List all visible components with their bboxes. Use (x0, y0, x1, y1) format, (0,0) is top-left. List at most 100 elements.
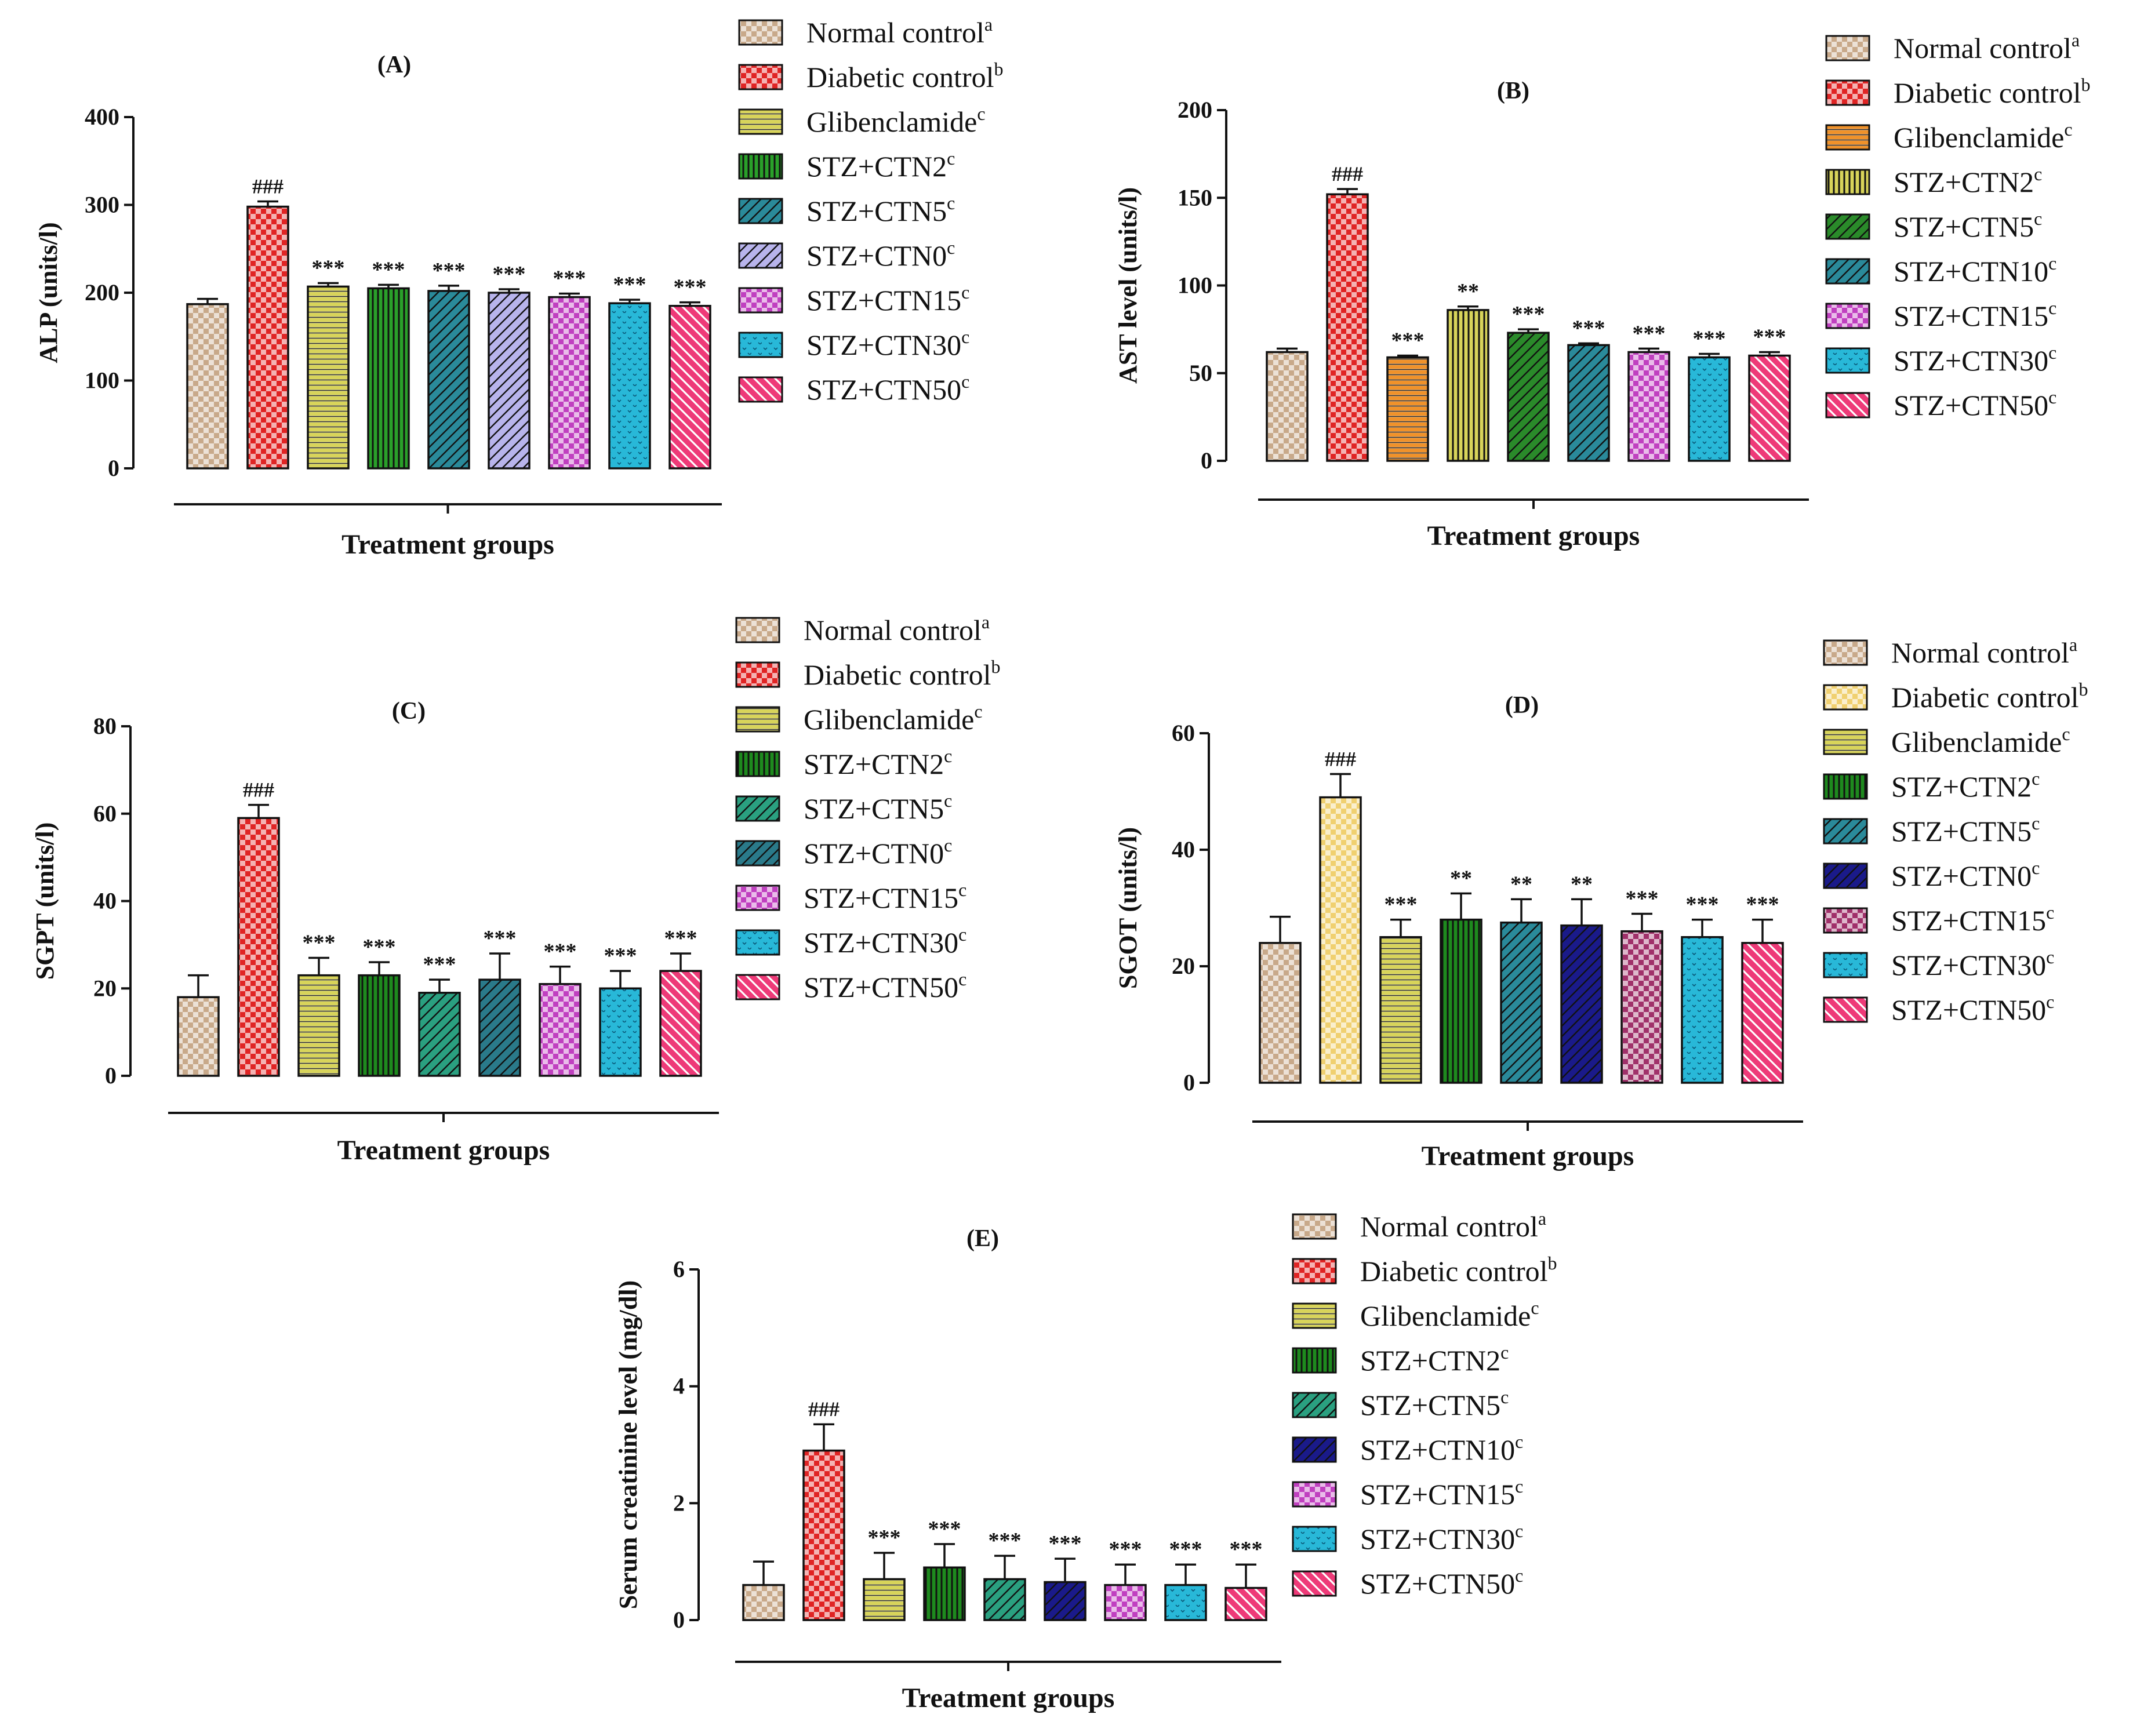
significance-label: *** (604, 944, 637, 968)
legend-swatch (1823, 639, 1868, 666)
bar-stz-ctn50 (1224, 1586, 1267, 1621)
legend-entry: STZ+CTN30c (1891, 947, 2054, 981)
legend-entry: Glibenclamidec (1894, 119, 2073, 154)
bar-glibenclamide (1386, 356, 1429, 462)
bar-stz-ctn30 (599, 987, 642, 1077)
bar-normal-control (742, 1584, 785, 1621)
bar-stz-ctn0 (488, 292, 530, 470)
legend-entry: Glibenclamidec (806, 103, 986, 138)
chart-title: (C) (392, 698, 426, 725)
significance-label: *** (1230, 1537, 1263, 1562)
legend-swatch (1825, 303, 1870, 329)
significance-label: *** (544, 940, 577, 964)
legend-entry: STZ+CTN15c (804, 879, 966, 914)
legend-entry: STZ+CTN30c (1894, 342, 2056, 377)
chart-panel-c: (C) 0 20 40 60 80 SGPT (units/l) ### *** *** *** **… (31, 612, 1001, 1166)
y-axis-label: Serum creatinine level (mg/dl) (614, 1280, 642, 1609)
significance-label: *** (1169, 1537, 1202, 1562)
legend-swatch (738, 376, 783, 403)
legend-swatch (1823, 996, 1868, 1023)
legend-swatch (735, 840, 780, 867)
bar-stz-ctn2 (923, 1566, 966, 1621)
legend-swatch (738, 153, 783, 180)
significance-label: *** (989, 1528, 1022, 1553)
legend-entry: STZ+CTN2c (1894, 163, 2042, 198)
legend-swatch (738, 198, 783, 224)
legend-swatch (1823, 684, 1868, 711)
y-axis-label: SGPT (units/l) (31, 822, 59, 980)
bar-stz-ctn5 (418, 992, 461, 1077)
legend-entry: STZ+CTN5c (806, 192, 955, 227)
y-tick-label: 40 (1172, 836, 1195, 862)
legend-swatch (738, 19, 783, 46)
bar-stz-ctn0 (1560, 924, 1603, 1084)
y-tick-label: 4 (673, 1373, 685, 1399)
legend-entry: STZ+CTN5c (1891, 813, 2040, 847)
bar-diabetic-control (246, 205, 289, 470)
y-tick-label: 2 (673, 1490, 685, 1516)
bar-stz-ctn10 (1044, 1581, 1087, 1621)
bar-stz-ctn15 (1620, 930, 1663, 1084)
bar-stz-ctn2 (358, 974, 401, 1077)
bar-diabetic-control (802, 1449, 845, 1621)
legend-swatch (1292, 1302, 1337, 1329)
legend-swatch (738, 108, 783, 135)
bar-stz-ctn10 (1567, 344, 1610, 462)
y-axis-label: AST level (units/l) (1114, 187, 1142, 384)
significance-label: ** (1450, 866, 1472, 890)
y-tick-label: 300 (85, 192, 119, 218)
bar-stz-ctn5 (983, 1578, 1026, 1621)
significance-label: *** (1693, 326, 1726, 351)
legend-swatch (1825, 258, 1870, 285)
y-tick-label: 0 (105, 1062, 117, 1089)
legend-entry: STZ+CTN50c (806, 371, 969, 406)
bar-stz-ctn30 (1164, 1584, 1207, 1621)
legend-entry: STZ+CTN30c (1360, 1520, 1523, 1555)
legend-entry: STZ+CTN10c (1360, 1431, 1523, 1466)
bar-stz-ctn5 (1500, 921, 1543, 1084)
chart-panel-e: (E) 0 2 4 6 Serum creatinine level (mg/dl) ###… (614, 1208, 1557, 1713)
y-tick-label: 0 (1201, 447, 1212, 474)
legend-swatch (1823, 952, 1868, 978)
legend-swatch (1292, 1526, 1337, 1552)
significance-label: *** (613, 272, 646, 297)
y-tick-label: 20 (93, 975, 117, 1001)
legend-entry: Glibenclamidec (1891, 723, 2070, 758)
legend-entry: STZ+CTN5c (1360, 1386, 1509, 1421)
legend-entry: Diabetic controlb (1894, 74, 2091, 109)
legend-swatch (735, 795, 780, 822)
significance-label: *** (1572, 316, 1605, 340)
significance-label: *** (1633, 321, 1666, 345)
bar-diabetic-control (237, 817, 280, 1077)
legend-entry: Diabetic controlb (804, 656, 1001, 691)
y-tick-label: 0 (673, 1607, 685, 1633)
y-tick-label: 6 (673, 1256, 685, 1282)
legend-entry: STZ+CTN5c (804, 790, 952, 825)
legend-entry: STZ+CTN30c (804, 924, 966, 959)
bar-stz-ctn15 (1104, 1584, 1147, 1621)
legend-entry: STZ+CTN15c (1894, 297, 2056, 332)
legend: Normal controla Diabetic controlb Glibencl… (1823, 634, 2088, 1026)
y-axis-label: ALP (units/l) (34, 222, 63, 363)
bar-normal-control (186, 303, 229, 470)
legend-entry: Normal controla (1894, 30, 2080, 64)
legend-swatch (1292, 1570, 1337, 1597)
legend-swatch (1292, 1213, 1337, 1240)
legend-entry: Glibenclamidec (804, 701, 983, 736)
significance-label: *** (1753, 325, 1786, 349)
legend-swatch (1825, 79, 1870, 106)
legend-swatch (1292, 1392, 1337, 1418)
significance-label: *** (312, 256, 345, 280)
y-tick-label: 100 (1178, 272, 1212, 299)
bar-stz-ctn50 (659, 970, 702, 1077)
significance-label: *** (1109, 1537, 1142, 1562)
bar-stz-ctn15 (548, 296, 591, 470)
chart-title: (A) (377, 52, 411, 78)
legend-swatch (735, 706, 780, 733)
legend-swatch (738, 332, 783, 358)
legend-entry: Normal controla (1360, 1208, 1546, 1243)
bar-stz-ctn30 (1688, 356, 1731, 462)
bar-stz-ctn50 (668, 304, 711, 470)
